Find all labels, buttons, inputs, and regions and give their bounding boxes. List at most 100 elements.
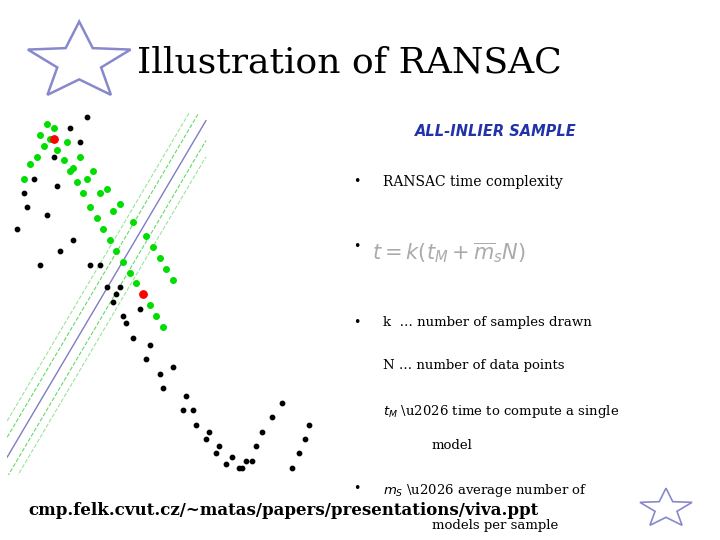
Point: [111, 247, 122, 255]
Point: [24, 160, 36, 168]
Point: [130, 279, 142, 288]
Point: [101, 185, 112, 194]
Point: [117, 312, 129, 320]
Text: •: •: [354, 316, 361, 329]
Point: [300, 435, 311, 443]
Point: [81, 174, 92, 183]
Point: [35, 261, 46, 269]
Point: [157, 384, 168, 393]
Point: [68, 163, 79, 172]
Point: [101, 283, 112, 292]
Point: [303, 420, 315, 429]
Point: [200, 435, 212, 443]
Point: [38, 141, 50, 150]
Point: [61, 138, 73, 147]
Point: [167, 362, 179, 371]
Point: [210, 449, 222, 458]
Point: [154, 254, 166, 262]
Point: [147, 243, 158, 252]
Point: [287, 464, 298, 472]
Point: [154, 369, 166, 378]
Point: [127, 333, 139, 342]
Point: [28, 174, 40, 183]
Point: [31, 152, 42, 161]
Text: $t_M$ \u2026 time to compute a single: $t_M$ \u2026 time to compute a single: [383, 403, 620, 420]
Point: [74, 138, 86, 147]
Text: k  … number of samples drawn: k … number of samples drawn: [383, 316, 592, 329]
Point: [74, 152, 86, 161]
Point: [227, 453, 238, 461]
Text: 11: 11: [659, 504, 673, 514]
Point: [48, 134, 59, 143]
Point: [18, 188, 30, 197]
Point: [138, 290, 149, 299]
Point: [114, 283, 125, 292]
Point: [41, 211, 53, 219]
Point: [240, 456, 251, 465]
Point: [144, 341, 156, 349]
Point: [114, 199, 125, 208]
Text: $m_S$ \u2026 average number of: $m_S$ \u2026 average number of: [383, 482, 588, 500]
Point: [180, 392, 192, 400]
Point: [117, 258, 129, 266]
Point: [276, 399, 288, 407]
Point: [220, 460, 232, 469]
Text: •: •: [354, 240, 361, 253]
Point: [213, 442, 225, 450]
Point: [204, 428, 215, 436]
Point: [157, 322, 168, 331]
Text: •: •: [354, 482, 361, 495]
Point: [124, 268, 135, 277]
Point: [68, 235, 79, 244]
Point: [22, 203, 33, 212]
Point: [167, 275, 179, 284]
Point: [256, 428, 268, 436]
Point: [293, 449, 305, 458]
Text: $t = k(t_M + \overline{m}_s N)$: $t = k(t_M + \overline{m}_s N)$: [372, 240, 526, 265]
Point: [121, 319, 132, 328]
Point: [134, 305, 145, 313]
Point: [187, 406, 199, 414]
Point: [237, 464, 248, 472]
Point: [88, 167, 99, 176]
Point: [58, 156, 69, 165]
Point: [127, 218, 139, 226]
Point: [41, 120, 53, 129]
Text: ALL-INLIER SAMPLE: ALL-INLIER SAMPLE: [415, 124, 577, 139]
Point: [91, 214, 102, 222]
Point: [48, 152, 59, 161]
Point: [71, 178, 83, 186]
Point: [104, 235, 116, 244]
Point: [35, 131, 46, 139]
Text: model: model: [432, 439, 473, 452]
Point: [84, 203, 96, 212]
Point: [161, 265, 172, 273]
Point: [45, 134, 56, 143]
Point: [150, 312, 162, 320]
Point: [51, 181, 63, 190]
Point: [144, 301, 156, 309]
Text: models per sample: models per sample: [432, 518, 558, 531]
Point: [97, 225, 109, 233]
Point: [81, 113, 92, 122]
Point: [64, 167, 76, 176]
Point: [78, 188, 89, 197]
Point: [140, 232, 152, 241]
Point: [266, 413, 278, 422]
Point: [140, 355, 152, 364]
Point: [48, 124, 59, 132]
Point: [55, 247, 66, 255]
Point: [190, 420, 202, 429]
Point: [64, 124, 76, 132]
Point: [94, 261, 106, 269]
Point: [51, 145, 63, 154]
Text: Illustration of RANSAC: Illustration of RANSAC: [137, 45, 562, 79]
Point: [177, 406, 189, 414]
Point: [250, 442, 261, 450]
Text: •: •: [354, 175, 361, 188]
Text: N … number of data points: N … number of data points: [383, 360, 564, 373]
Point: [18, 174, 30, 183]
Point: [94, 188, 106, 197]
Point: [111, 290, 122, 299]
Point: [84, 261, 96, 269]
